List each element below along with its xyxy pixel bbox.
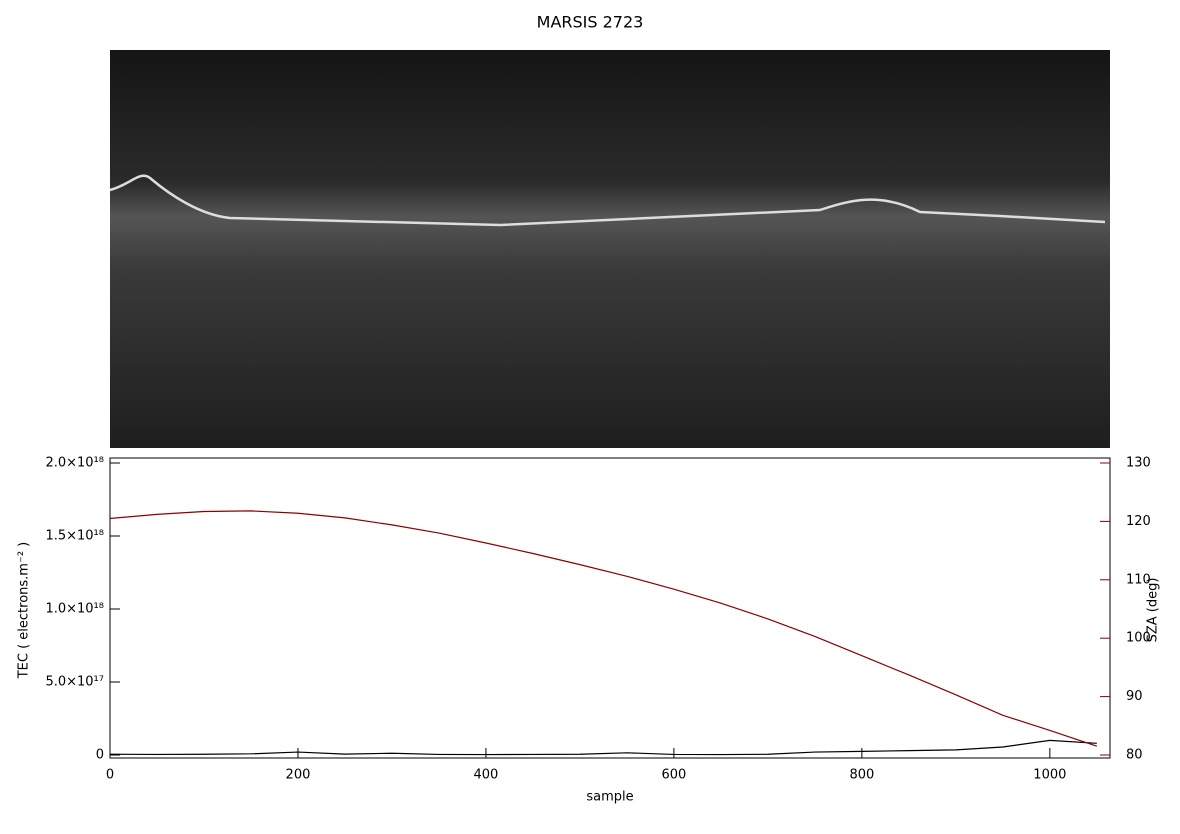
x-tick-label: 0 — [106, 768, 114, 783]
y2-tick-label: 100 — [1126, 631, 1151, 646]
y-tick-label: 5.0×10¹⁷ — [45, 675, 104, 690]
y2-tick-label: 120 — [1126, 514, 1151, 529]
radargram — [110, 50, 1110, 448]
x-tick-label: 600 — [661, 768, 686, 783]
surface-echo — [109, 174, 1106, 227]
chart-title: MARSIS 2723 — [537, 13, 644, 32]
y2-tick-label: 130 — [1126, 456, 1151, 471]
y-axis-label: TEC ( electrons.m⁻² ) — [17, 542, 32, 680]
y2-tick-label: 110 — [1126, 572, 1151, 587]
y-tick-label: 0 — [96, 748, 104, 763]
y2-tick-label: 90 — [1126, 689, 1143, 704]
y-tick-label: 1.0×10¹⁸ — [45, 602, 104, 617]
y2-axis-label: SZA (deg) — [1146, 578, 1161, 643]
y-tick-label: 2.0×10¹⁸ — [45, 456, 104, 471]
plot-frame — [109, 457, 1111, 759]
x-tick-label: 1000 — [1033, 768, 1066, 783]
x-tick-label: 200 — [286, 768, 311, 783]
x-axis-label: sample — [586, 790, 633, 805]
series-line — [109, 510, 1098, 747]
x-tick-label: 400 — [474, 768, 499, 783]
y-tick-label: 1.5×10¹⁸ — [45, 529, 104, 544]
x-tick-label: 800 — [849, 768, 874, 783]
y2-tick-label: 80 — [1126, 748, 1143, 763]
series-line — [109, 739, 1097, 756]
